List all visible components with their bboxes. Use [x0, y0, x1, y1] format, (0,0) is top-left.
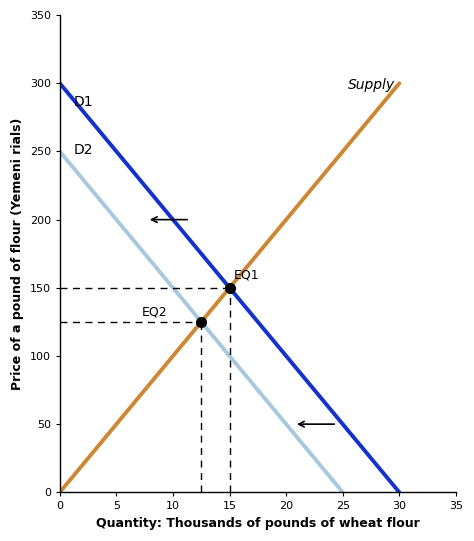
- Y-axis label: Price of a pound of flour (Yemeni rials): Price of a pound of flour (Yemeni rials): [11, 117, 24, 390]
- Text: EQ2: EQ2: [141, 305, 167, 318]
- Text: EQ1: EQ1: [234, 268, 260, 281]
- Text: D2: D2: [73, 143, 93, 157]
- Text: D1: D1: [73, 95, 93, 109]
- Text: Supply: Supply: [348, 78, 395, 92]
- X-axis label: Quantity: Thousands of pounds of wheat flour: Quantity: Thousands of pounds of wheat f…: [96, 517, 420, 530]
